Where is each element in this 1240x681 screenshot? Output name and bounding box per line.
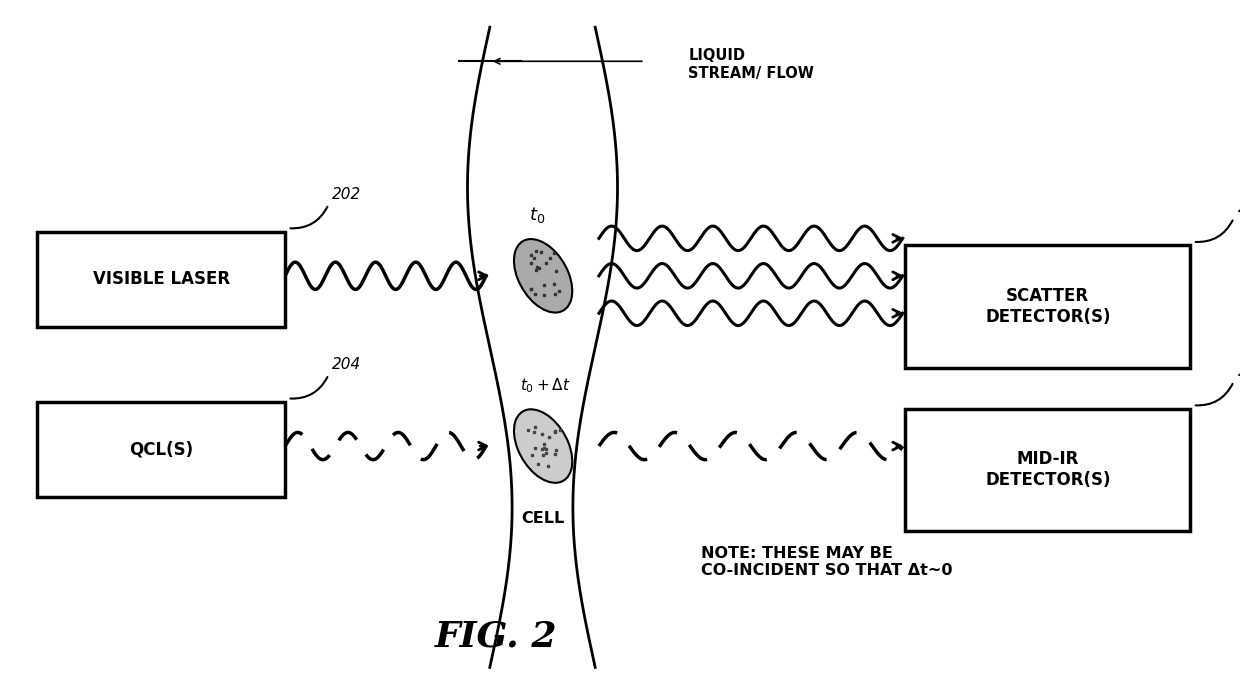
Text: 206: 206 bbox=[1238, 364, 1240, 379]
Ellipse shape bbox=[513, 239, 573, 313]
Text: VISIBLE LASER: VISIBLE LASER bbox=[93, 270, 229, 288]
Text: NOTE: THESE MAY BE
CO-INCIDENT SO THAT Δt~0: NOTE: THESE MAY BE CO-INCIDENT SO THAT Δ… bbox=[701, 545, 952, 578]
Text: $t_0+\Delta t$: $t_0+\Delta t$ bbox=[521, 377, 570, 395]
Text: LIQUID
STREAM/ FLOW: LIQUID STREAM/ FLOW bbox=[688, 48, 815, 81]
Text: FIG. 2: FIG. 2 bbox=[435, 620, 557, 654]
Text: 206: 206 bbox=[1238, 200, 1240, 215]
Text: MID-IR
DETECTOR(S): MID-IR DETECTOR(S) bbox=[985, 451, 1111, 489]
FancyBboxPatch shape bbox=[905, 409, 1190, 531]
FancyBboxPatch shape bbox=[905, 245, 1190, 368]
Text: CELL: CELL bbox=[522, 511, 564, 526]
Text: 202: 202 bbox=[332, 187, 362, 202]
Text: 204: 204 bbox=[332, 357, 362, 372]
FancyBboxPatch shape bbox=[37, 232, 285, 327]
Text: QCL(S): QCL(S) bbox=[129, 441, 193, 458]
Text: SCATTER
DETECTOR(S): SCATTER DETECTOR(S) bbox=[985, 287, 1111, 326]
Ellipse shape bbox=[513, 409, 573, 483]
Text: $t_0$: $t_0$ bbox=[528, 205, 546, 225]
FancyBboxPatch shape bbox=[37, 402, 285, 497]
